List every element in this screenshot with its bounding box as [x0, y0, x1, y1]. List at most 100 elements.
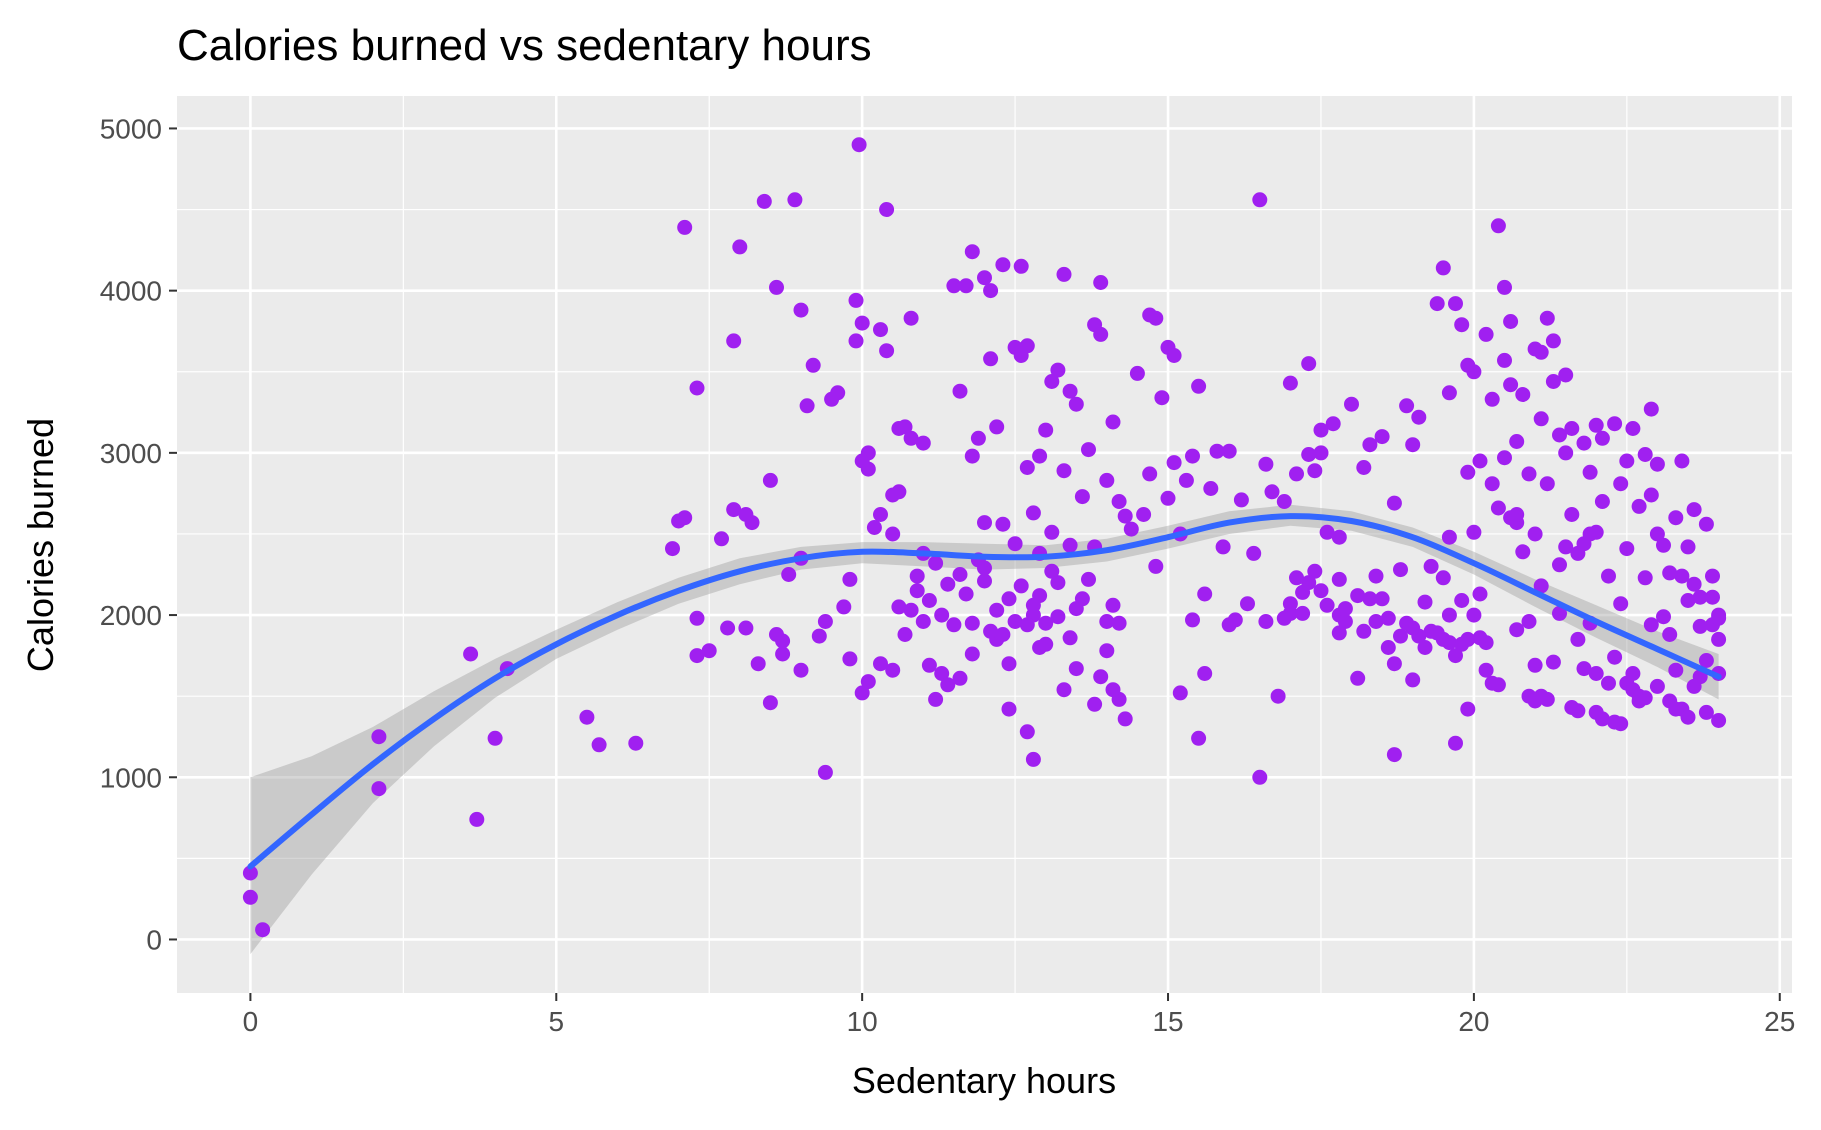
data-point: [1484, 675, 1500, 691]
data-point: [928, 555, 944, 571]
data-point: [1472, 453, 1488, 469]
data-point: [1472, 630, 1488, 646]
data-point: [1062, 383, 1078, 399]
data-point: [964, 244, 980, 260]
data-point: [1564, 507, 1580, 522]
data-point: [1062, 630, 1078, 646]
x-tick-label: 0: [243, 1006, 259, 1037]
x-axis: 0 5 10 15 20 25: [243, 993, 1795, 1037]
data-point: [1441, 607, 1457, 623]
data-point: [1111, 494, 1127, 509]
data-point: [463, 646, 479, 662]
data-point: [952, 567, 968, 582]
data-point: [1166, 455, 1182, 471]
data-point: [1062, 537, 1078, 553]
data-point: [860, 674, 876, 690]
data-point: [817, 614, 833, 629]
data-point: [1386, 656, 1402, 672]
data-point: [866, 520, 882, 535]
data-point: [1191, 730, 1207, 746]
data-point: [1270, 688, 1286, 704]
data-point: [1160, 490, 1176, 506]
data-point: [1680, 539, 1696, 555]
data-point: [1552, 427, 1567, 443]
data-point: [1044, 524, 1060, 540]
data-point: [1601, 568, 1616, 584]
data-point: [787, 192, 803, 208]
data-point: [1705, 589, 1720, 605]
data-point: [1044, 374, 1060, 389]
data-point: [1698, 516, 1714, 532]
data-point: [1472, 586, 1488, 602]
data-point: [1252, 769, 1268, 785]
data-point: [1448, 296, 1463, 312]
data-point: [1582, 464, 1598, 480]
data-point: [1570, 631, 1586, 647]
data-point: [1356, 623, 1372, 639]
x-tick-label: 25: [1764, 1006, 1795, 1037]
data-point: [487, 730, 503, 746]
data-point: [1350, 588, 1366, 604]
data-point: [1490, 218, 1506, 234]
data-point: [1050, 575, 1066, 591]
data-point: [1515, 387, 1531, 402]
data-point: [995, 257, 1011, 273]
data-point: [891, 599, 907, 615]
data-point: [1454, 636, 1470, 652]
data-point: [793, 302, 809, 318]
data-point: [1545, 374, 1561, 389]
data-point: [1588, 704, 1604, 720]
data-point: [1032, 448, 1048, 464]
data-point: [1295, 605, 1311, 621]
data-point: [1435, 570, 1451, 586]
data-point: [1099, 472, 1115, 488]
major-gridlines: [177, 96, 1792, 993]
data-point: [1197, 586, 1213, 602]
data-point: [1233, 492, 1249, 508]
x-tick-label: 5: [548, 1006, 564, 1037]
data-point: [1705, 568, 1720, 584]
data-point: [873, 507, 888, 522]
data-point: [1136, 507, 1152, 522]
data-point: [720, 620, 736, 636]
data-point: [1411, 409, 1427, 425]
data-point: [1533, 344, 1549, 360]
data-point: [1289, 570, 1304, 586]
data-point: [1539, 310, 1555, 326]
data-point: [1497, 279, 1512, 295]
data-point: [885, 526, 901, 542]
data-point: [1123, 521, 1139, 537]
data-point: [1588, 417, 1604, 433]
data-point: [1680, 593, 1696, 608]
smooth-line-layer: [247, 513, 1722, 870]
data-point: [1215, 539, 1231, 555]
data-point: [1111, 615, 1127, 631]
data-point: [1386, 747, 1402, 763]
data-point: [854, 315, 870, 331]
data-point: [726, 333, 742, 349]
data-point: [1674, 453, 1690, 469]
data-point: [989, 419, 1005, 435]
smooth-trend-line: [247, 513, 1722, 870]
data-point: [1074, 489, 1090, 505]
data-point: [1087, 696, 1103, 712]
data-point: [842, 571, 858, 587]
data-point: [1711, 610, 1727, 626]
data-point: [1301, 447, 1317, 462]
data-point: [1558, 367, 1574, 383]
data-point: [1038, 636, 1054, 652]
data-point: [1533, 411, 1549, 427]
data-point: [1356, 460, 1372, 475]
data-point: [1649, 456, 1665, 472]
data-point: [1527, 657, 1543, 673]
data-point: [1594, 494, 1610, 509]
data-point: [1362, 591, 1378, 607]
data-point: [1497, 450, 1512, 466]
data-point: [371, 781, 387, 797]
y-tick-label: 0: [146, 924, 162, 955]
data-point: [769, 279, 784, 295]
data-point: [1423, 558, 1439, 574]
data-point: [1117, 711, 1133, 727]
data-point: [1337, 601, 1353, 617]
